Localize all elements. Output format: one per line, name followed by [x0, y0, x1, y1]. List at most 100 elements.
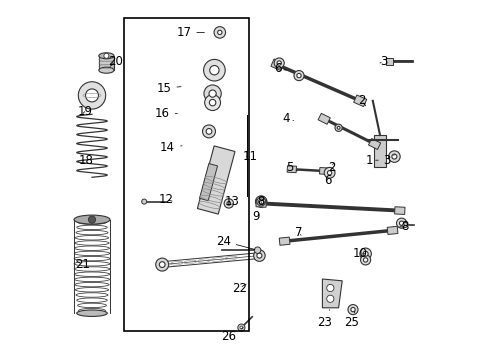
Text: 11: 11 [243, 150, 258, 163]
Polygon shape [368, 139, 381, 149]
Text: 22: 22 [232, 282, 247, 294]
Circle shape [360, 248, 371, 260]
Circle shape [351, 307, 355, 312]
Text: 10: 10 [353, 247, 368, 260]
Circle shape [294, 71, 304, 81]
Circle shape [363, 251, 368, 256]
Circle shape [392, 154, 397, 159]
Circle shape [399, 221, 404, 225]
Circle shape [274, 58, 284, 68]
Circle shape [214, 27, 225, 38]
Circle shape [403, 222, 408, 228]
Circle shape [396, 218, 407, 228]
Circle shape [86, 89, 98, 102]
Text: 3: 3 [380, 55, 387, 68]
Text: 3: 3 [384, 154, 394, 167]
Polygon shape [287, 166, 296, 173]
Circle shape [218, 30, 222, 35]
Circle shape [327, 295, 334, 302]
Circle shape [240, 326, 243, 329]
Circle shape [238, 324, 245, 331]
Circle shape [204, 85, 221, 102]
Circle shape [227, 202, 231, 205]
Circle shape [206, 129, 212, 134]
Circle shape [104, 53, 109, 58]
Circle shape [142, 199, 147, 204]
Circle shape [204, 59, 225, 81]
Circle shape [297, 73, 301, 78]
Circle shape [224, 199, 233, 208]
Polygon shape [387, 226, 398, 234]
Ellipse shape [77, 310, 107, 316]
Bar [387, 58, 393, 65]
Text: 16: 16 [155, 107, 177, 120]
Polygon shape [318, 113, 330, 124]
Circle shape [348, 305, 358, 315]
Polygon shape [319, 167, 329, 175]
Text: 9: 9 [252, 210, 260, 222]
Circle shape [156, 258, 169, 271]
Ellipse shape [99, 53, 114, 59]
Polygon shape [394, 207, 405, 215]
Text: 6: 6 [324, 174, 332, 186]
Polygon shape [199, 163, 218, 201]
Text: 12: 12 [158, 193, 173, 206]
Text: 6: 6 [273, 62, 286, 75]
Text: 5: 5 [286, 161, 297, 174]
Polygon shape [354, 95, 367, 107]
Text: 21: 21 [75, 258, 90, 271]
Polygon shape [256, 199, 267, 207]
Circle shape [78, 82, 106, 109]
Circle shape [254, 247, 261, 253]
Text: 19: 19 [77, 105, 92, 118]
Circle shape [364, 258, 368, 262]
Circle shape [210, 66, 219, 75]
Circle shape [257, 197, 266, 206]
Circle shape [387, 59, 392, 64]
Text: 26: 26 [221, 328, 243, 343]
Polygon shape [322, 279, 342, 308]
Text: 18: 18 [79, 154, 94, 167]
Circle shape [324, 167, 335, 178]
Polygon shape [197, 146, 235, 214]
Text: 15: 15 [157, 82, 181, 95]
Circle shape [209, 99, 216, 106]
Circle shape [205, 95, 220, 111]
Text: 13: 13 [225, 195, 240, 208]
Circle shape [202, 125, 216, 138]
Text: 17: 17 [176, 26, 204, 39]
Ellipse shape [99, 67, 114, 73]
Polygon shape [271, 59, 284, 71]
Text: 20: 20 [108, 55, 123, 68]
Polygon shape [279, 237, 290, 245]
Bar [124, 18, 248, 331]
Text: 8: 8 [400, 220, 409, 233]
Text: 23: 23 [317, 310, 332, 329]
Circle shape [159, 262, 165, 267]
Circle shape [88, 216, 96, 223]
Text: 25: 25 [344, 311, 359, 329]
Circle shape [337, 126, 340, 129]
Circle shape [327, 171, 332, 175]
Text: 8: 8 [258, 195, 265, 208]
Circle shape [259, 199, 264, 204]
Circle shape [389, 151, 400, 162]
Bar [99, 56, 114, 70]
Circle shape [361, 255, 370, 265]
Circle shape [254, 250, 265, 261]
Circle shape [327, 284, 334, 292]
Bar [374, 135, 386, 167]
Text: 2: 2 [358, 94, 366, 107]
Circle shape [335, 124, 342, 131]
Circle shape [277, 61, 281, 65]
Circle shape [209, 90, 216, 97]
Text: 4: 4 [283, 112, 294, 125]
Text: 2: 2 [328, 161, 335, 174]
Text: 14: 14 [160, 141, 182, 154]
Ellipse shape [74, 215, 110, 224]
Circle shape [257, 253, 262, 258]
Circle shape [255, 196, 267, 207]
Text: 1: 1 [366, 154, 378, 167]
Text: 7: 7 [295, 226, 303, 239]
Text: 24: 24 [216, 235, 255, 249]
